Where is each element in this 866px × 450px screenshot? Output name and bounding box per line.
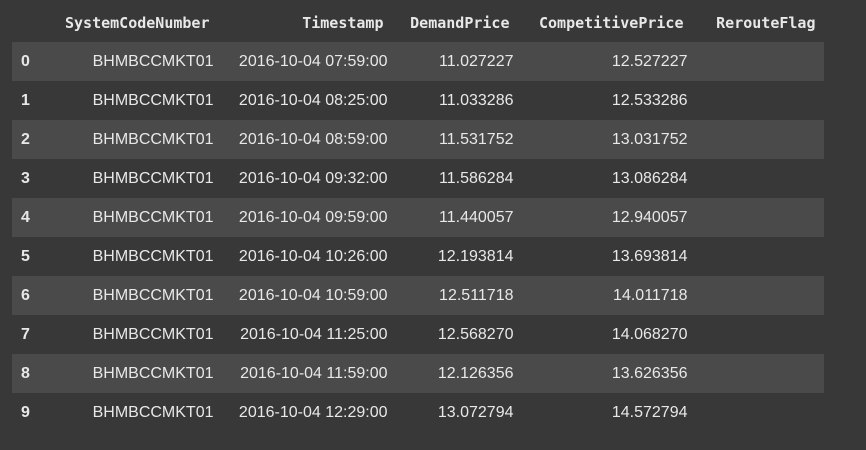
cell-rerouteflag [692,42,824,81]
cell-rerouteflag [692,237,824,276]
cell-systemcodenumber: BHMBCCMKT01 [92,403,214,421]
cell-competitiveprice: 13.693814 [611,247,688,265]
cell-competitiveprice: 12.940057 [611,208,688,226]
cell-rerouteflag [692,159,824,198]
cell-timestamp: 2016-10-04 11:25:00 [240,325,388,343]
cell-timestamp: 2016-10-04 11:59:00 [240,364,388,382]
cell-demandprice: 12.568270 [437,325,514,343]
cell-rerouteflag [692,120,824,159]
column-header-timestamp: Timestamp [302,14,384,32]
table-row: 1 BHMBCCMKT01 2016-10-04 08:25:00 11.033… [12,81,824,120]
cell-demandprice: 13.072794 [437,403,514,421]
table-row: 6 BHMBCCMKT01 2016-10-04 10:59:00 12.511… [12,276,824,315]
cell-rerouteflag [692,276,824,315]
table-row: 0 BHMBCCMKT01 2016-10-04 07:59:00 11.027… [12,42,824,81]
cell-competitiveprice: 14.011718 [613,286,688,304]
row-index: 8 [21,364,30,382]
cell-timestamp: 2016-10-04 10:59:00 [238,286,388,304]
cell-demandprice: 11.033286 [439,91,514,109]
cell-competitiveprice: 12.533286 [611,91,688,109]
row-index: 4 [21,208,30,226]
cell-timestamp: 2016-10-04 08:25:00 [238,91,388,109]
cell-competitiveprice: 13.031752 [611,130,688,148]
dataframe-table: SystemCodeNumber Timestamp DemandPrice C… [12,4,824,432]
cell-demandprice: 11.531752 [439,130,514,148]
cell-demandprice: 12.126356 [437,364,514,382]
row-index: 0 [21,52,30,70]
column-header-index [12,4,55,42]
cell-timestamp: 2016-10-04 08:59:00 [238,130,388,148]
cell-systemcodenumber: BHMBCCMKT01 [92,130,214,148]
column-header-systemcodenumber: SystemCodeNumber [65,14,210,32]
row-index: 6 [21,286,30,304]
table-row: 8 BHMBCCMKT01 2016-10-04 11:59:00 12.126… [12,354,824,393]
table-row: 2 BHMBCCMKT01 2016-10-04 08:59:00 11.531… [12,120,824,159]
cell-rerouteflag [692,393,824,432]
cell-timestamp: 2016-10-04 09:59:00 [238,208,388,226]
row-index: 5 [21,247,30,265]
table-header: SystemCodeNumber Timestamp DemandPrice C… [12,4,824,42]
cell-systemcodenumber: BHMBCCMKT01 [92,325,214,343]
cell-demandprice: 12.511718 [439,286,514,304]
cell-timestamp: 2016-10-04 09:32:00 [238,169,388,187]
cell-demandprice: 12.193814 [437,247,514,265]
cell-competitiveprice: 13.086284 [611,169,688,187]
cell-demandprice: 11.586284 [439,169,514,187]
cell-rerouteflag [692,354,824,393]
column-header-demandprice: DemandPrice [410,14,510,32]
cell-demandprice: 11.027227 [439,52,514,70]
row-index: 3 [21,169,30,187]
table-row: 7 BHMBCCMKT01 2016-10-04 11:25:00 12.568… [12,315,824,354]
cell-competitiveprice: 13.626356 [611,364,688,382]
cell-rerouteflag [692,81,824,120]
cell-systemcodenumber: BHMBCCMKT01 [92,364,214,382]
cell-rerouteflag [692,315,824,354]
header-row: SystemCodeNumber Timestamp DemandPrice C… [12,4,824,42]
cell-competitiveprice: 12.527227 [611,52,688,70]
cell-competitiveprice: 14.068270 [611,325,688,343]
table-row: 4 BHMBCCMKT01 2016-10-04 09:59:00 11.440… [12,198,824,237]
cell-timestamp: 2016-10-04 07:59:00 [238,52,388,70]
cell-rerouteflag [692,198,824,237]
cell-systemcodenumber: BHMBCCMKT01 [92,52,214,70]
cell-systemcodenumber: BHMBCCMKT01 [92,208,214,226]
row-index: 2 [21,130,30,148]
table-row: 5 BHMBCCMKT01 2016-10-04 10:26:00 12.193… [12,237,824,276]
table-body: 0 BHMBCCMKT01 2016-10-04 07:59:00 11.027… [12,42,824,432]
cell-systemcodenumber: BHMBCCMKT01 [92,91,214,109]
cell-timestamp: 2016-10-04 10:26:00 [238,247,388,265]
cell-systemcodenumber: BHMBCCMKT01 [92,286,214,304]
row-index: 1 [21,91,30,109]
row-index: 9 [21,403,30,421]
cell-demandprice: 11.440057 [439,208,514,226]
row-index: 7 [21,325,30,343]
table-row: 3 BHMBCCMKT01 2016-10-04 09:32:00 11.586… [12,159,824,198]
column-header-rerouteflag: RerouteFlag [716,14,816,32]
table-row: 9 BHMBCCMKT01 2016-10-04 12:29:00 13.072… [12,393,824,432]
column-header-competitiveprice: CompetitivePrice [539,14,684,32]
cell-systemcodenumber: BHMBCCMKT01 [92,247,214,265]
cell-systemcodenumber: BHMBCCMKT01 [92,169,214,187]
cell-timestamp: 2016-10-04 12:29:00 [238,403,388,421]
cell-competitiveprice: 14.572794 [611,403,688,421]
